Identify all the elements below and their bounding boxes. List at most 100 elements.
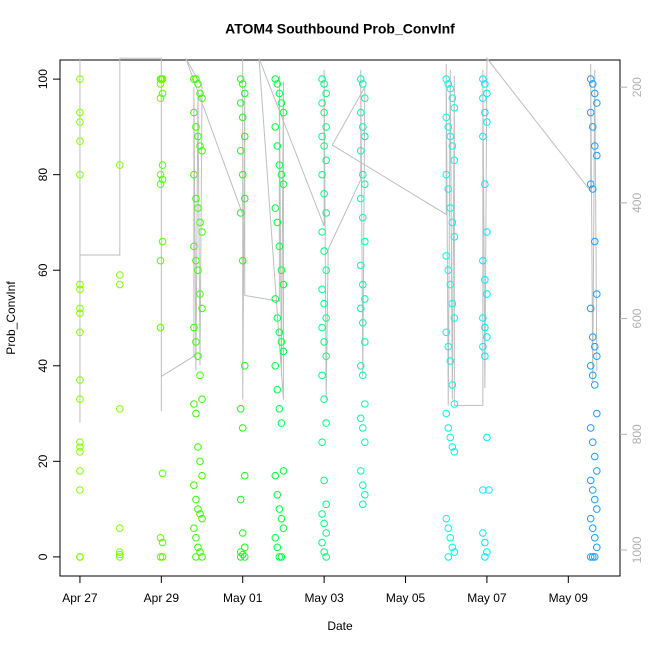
point [593, 505, 601, 513]
point [318, 510, 326, 518]
point [588, 524, 597, 533]
point [586, 75, 595, 83]
point [358, 123, 367, 131]
point [236, 99, 245, 107]
point [483, 118, 491, 126]
point [198, 94, 206, 103]
point [275, 404, 284, 413]
point [481, 553, 489, 561]
point [586, 180, 595, 189]
point [586, 476, 595, 485]
x-axis-label: Date [327, 619, 353, 633]
point [361, 338, 369, 346]
point [442, 170, 451, 179]
point [446, 204, 455, 212]
point [194, 80, 202, 88]
point [158, 538, 167, 547]
point [593, 99, 601, 107]
point [318, 285, 326, 294]
point [361, 180, 369, 189]
point [238, 424, 247, 432]
point [444, 424, 453, 432]
point [192, 194, 200, 203]
point [448, 94, 457, 103]
point [590, 381, 599, 389]
point [273, 314, 282, 322]
point [481, 538, 489, 547]
point [442, 409, 451, 418]
x-tick-label: Apr 27 [62, 591, 98, 605]
point [588, 371, 597, 380]
point [76, 395, 84, 404]
x-tick-label: May 01 [223, 591, 263, 605]
point [238, 170, 247, 179]
point [322, 500, 330, 509]
point [194, 132, 202, 141]
point [196, 218, 204, 227]
point [481, 108, 489, 117]
point [593, 352, 601, 361]
point [590, 89, 599, 98]
point [190, 400, 198, 408]
point [116, 550, 124, 559]
point [76, 170, 84, 179]
point [190, 524, 198, 533]
point [588, 486, 597, 494]
point [446, 533, 455, 542]
point [273, 80, 282, 88]
y-tick-label: 100 [36, 69, 50, 89]
point [450, 314, 459, 322]
point [358, 80, 367, 88]
y-tick-label: 0 [36, 553, 50, 560]
point [318, 75, 326, 83]
point [279, 347, 288, 356]
point [194, 443, 202, 451]
point [356, 361, 365, 370]
point [448, 543, 457, 552]
y2-tick-label: 1000 [630, 536, 644, 563]
point [192, 533, 200, 542]
point [271, 533, 280, 542]
point [196, 290, 204, 298]
point [358, 213, 367, 222]
point [322, 553, 330, 561]
point [479, 529, 487, 537]
point [320, 189, 328, 198]
point [485, 486, 493, 494]
point [76, 376, 84, 384]
point [192, 409, 200, 418]
point [593, 543, 601, 552]
point [116, 404, 124, 413]
point [479, 314, 487, 322]
point [444, 524, 453, 533]
point [158, 175, 167, 184]
y-tick-label: 40 [36, 359, 50, 373]
point [446, 357, 455, 365]
point [320, 519, 328, 528]
point [590, 533, 599, 542]
point [198, 146, 206, 155]
point [271, 471, 280, 480]
point [196, 457, 204, 466]
point [318, 99, 326, 107]
point [273, 490, 282, 499]
point [444, 342, 453, 351]
point [358, 424, 367, 432]
point [588, 185, 597, 193]
point [358, 500, 367, 509]
point [590, 495, 599, 504]
point [320, 476, 328, 485]
point [483, 333, 491, 341]
point [76, 486, 84, 494]
point [156, 94, 165, 103]
point [356, 414, 365, 423]
point [240, 553, 249, 561]
point [198, 228, 206, 236]
point [156, 553, 165, 561]
point [588, 123, 597, 131]
y2-tick-label: 600 [630, 308, 644, 328]
point [196, 89, 204, 98]
point [481, 180, 489, 189]
x-tick-label: May 05 [386, 591, 426, 605]
plot-box [59, 59, 621, 577]
